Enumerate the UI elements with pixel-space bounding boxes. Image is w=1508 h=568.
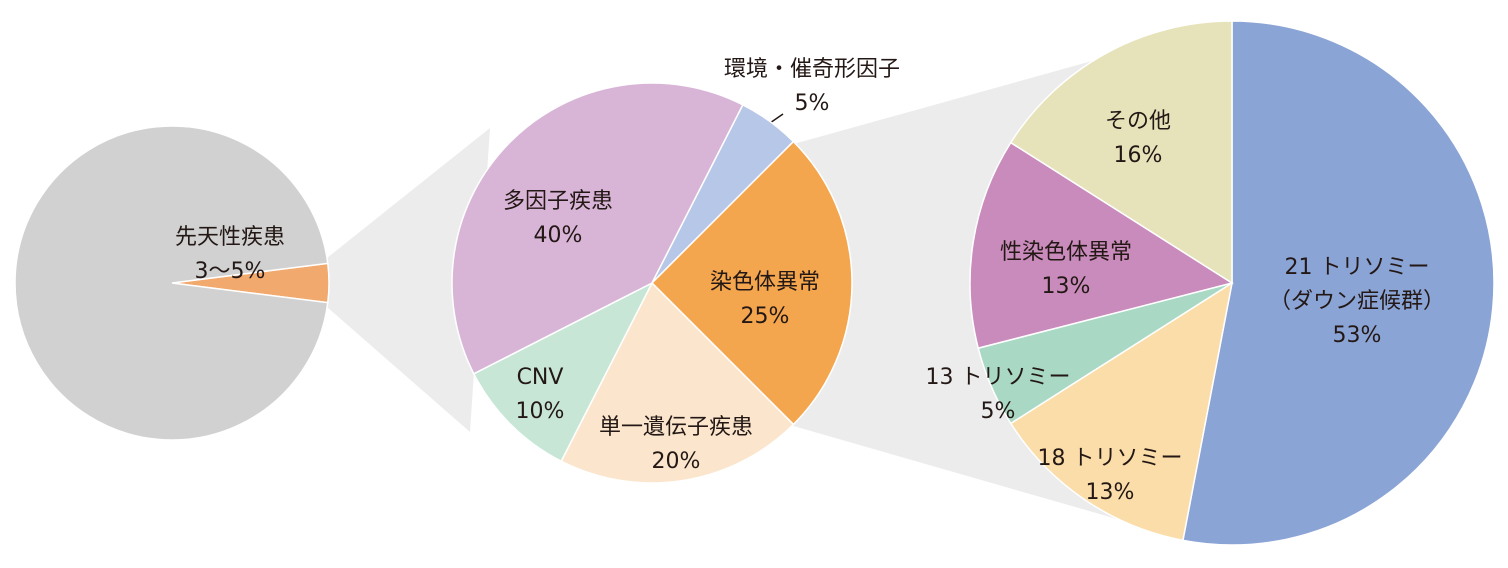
value-label: 3〜5%	[195, 259, 266, 284]
text-line: 先天性疾患	[175, 225, 285, 250]
text-line: 40%	[534, 223, 583, 248]
pie-slice	[969, 141, 1234, 350]
slice-label: 染色体異常	[710, 270, 820, 295]
text-line: 25%	[741, 304, 790, 329]
value-label: 5%	[981, 399, 1016, 424]
slice-label: 18 トリソミー	[1038, 446, 1183, 471]
pie-slice	[1009, 20, 1233, 285]
text-line: 染色体異常	[710, 270, 820, 295]
text-line: 53%	[1333, 323, 1382, 348]
pie-slice	[14, 125, 329, 441]
text-line: 13%	[1086, 480, 1135, 505]
value-label: 16%	[1114, 143, 1163, 168]
slice-label: 性染色体異常	[1000, 240, 1132, 265]
text-line: 21 トリソミー	[1285, 255, 1430, 280]
text-line: その他	[1105, 109, 1171, 134]
pie-slice	[472, 281, 654, 463]
text-line: 18 トリソミー	[1038, 446, 1183, 471]
value-label: 10%	[516, 399, 565, 424]
text-line: 性染色体異常	[1000, 240, 1132, 265]
value-label: 40%	[534, 223, 583, 248]
pie-slice	[1009, 281, 1234, 542]
slice-label: 13 トリソミー	[926, 365, 1071, 390]
text-line: 多因子疾患	[503, 189, 613, 214]
pie-slice	[1182, 20, 1495, 546]
connector	[327, 128, 490, 432]
slice-label: その他	[1105, 109, 1171, 134]
slice-label: 環境・催奇形因子	[724, 57, 900, 82]
text-line: CNV	[517, 365, 564, 390]
text-line: 5%	[795, 91, 830, 116]
value-label: 5%	[795, 91, 830, 116]
text-line: 3〜5%	[195, 259, 266, 284]
slice-label: CNV	[517, 365, 564, 390]
value-label: 13%	[1086, 480, 1135, 505]
text-line: 13 トリソミー	[926, 365, 1071, 390]
text-line: 10%	[516, 399, 565, 424]
text-line: （ダウン症候群）	[1269, 289, 1445, 314]
labels: 先天性疾患 3〜5% 環境・催奇形因子 5% 染色体異常 25% 単一遺伝子疾患 20% CNV…	[175, 57, 1445, 505]
slice-label: 単一遺伝子疾患	[599, 415, 753, 440]
value-label: 20%	[652, 449, 701, 474]
slice-label: 21 トリソミー （ダウン症候群）	[1269, 255, 1445, 314]
pie-slice	[451, 82, 744, 375]
text-line: 単一遺伝子疾患	[599, 415, 753, 440]
value-label: 25%	[741, 304, 790, 329]
slice-label: 多因子疾患	[503, 189, 613, 214]
text-line: 13%	[1042, 274, 1091, 299]
value-label: 13%	[1042, 274, 1091, 299]
pie-slice	[560, 281, 795, 484]
text-line: 環境・催奇形因子	[724, 57, 900, 82]
pie-slice	[650, 140, 853, 426]
marks	[14, 20, 1495, 546]
text-line: 20%	[652, 449, 701, 474]
value-label: 53%	[1333, 323, 1382, 348]
slice-label: 先天性疾患	[175, 225, 285, 250]
text-line: 16%	[1114, 143, 1163, 168]
text-line: 5%	[981, 399, 1016, 424]
